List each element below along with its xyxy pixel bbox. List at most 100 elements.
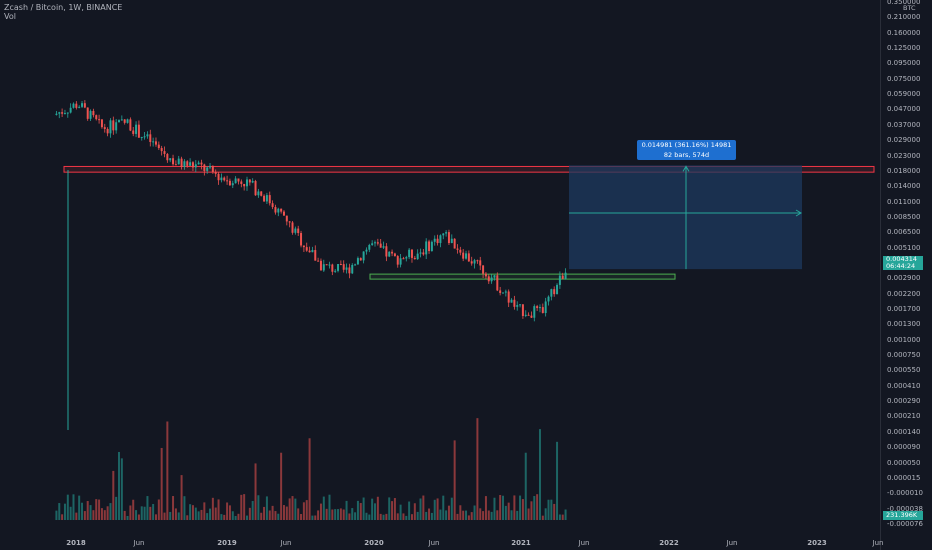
volume-bar bbox=[86, 501, 89, 520]
candle-body bbox=[416, 253, 419, 260]
candle-body bbox=[513, 299, 516, 307]
candle-body bbox=[351, 264, 354, 274]
candle-body bbox=[388, 251, 391, 257]
volume-bar bbox=[223, 514, 226, 520]
candle-body bbox=[169, 158, 172, 161]
volume-bar bbox=[490, 511, 493, 520]
volume-bar bbox=[72, 494, 75, 520]
volume-bar bbox=[359, 503, 362, 520]
price-tick-label: 0.000140 bbox=[887, 427, 921, 436]
candle-body bbox=[305, 247, 308, 251]
volume-bar bbox=[211, 497, 214, 520]
candle-body bbox=[268, 195, 271, 204]
volume-bar bbox=[484, 496, 487, 520]
volume-bar bbox=[294, 498, 297, 520]
candle-body bbox=[140, 136, 143, 138]
candle-body bbox=[209, 165, 212, 168]
volume-bar bbox=[129, 505, 132, 520]
candle-body bbox=[328, 264, 331, 266]
volume-bar bbox=[502, 495, 504, 520]
volume-bar bbox=[388, 497, 391, 520]
measure-arrow-up bbox=[682, 165, 690, 172]
volume-bar bbox=[109, 503, 112, 520]
candle-body bbox=[516, 305, 519, 307]
volume-bar bbox=[493, 497, 496, 520]
candle-body bbox=[553, 289, 556, 295]
volume-bar bbox=[288, 498, 291, 520]
price-tick-label: 0.160000 bbox=[887, 28, 921, 37]
price-tick-label: -0.000038 bbox=[887, 504, 923, 513]
candle-body bbox=[507, 291, 510, 303]
candle-body bbox=[231, 183, 234, 186]
candle-body bbox=[311, 250, 314, 253]
volume-bar bbox=[496, 510, 499, 520]
volume-bar bbox=[123, 510, 126, 520]
volume-bar bbox=[422, 495, 425, 520]
candle-body bbox=[322, 264, 325, 271]
volume-bar bbox=[547, 499, 550, 520]
candle-body bbox=[447, 232, 450, 244]
time-tick-label: Jun bbox=[726, 539, 738, 547]
volume-bar bbox=[63, 503, 66, 520]
candle-body bbox=[191, 162, 194, 168]
volume-bar bbox=[257, 495, 260, 520]
chart-area[interactable] bbox=[0, 0, 880, 550]
volume-bar bbox=[521, 499, 524, 520]
volume-indicator-label[interactable]: Vol bbox=[4, 12, 16, 21]
volume-bar bbox=[410, 514, 413, 520]
volume-bar bbox=[371, 498, 374, 520]
volume-bar bbox=[527, 508, 530, 520]
volume-bar bbox=[368, 514, 371, 520]
candle-body bbox=[379, 243, 382, 248]
candle-body bbox=[399, 258, 402, 265]
candle-body bbox=[137, 124, 140, 138]
candle-body bbox=[194, 164, 197, 168]
candle-body bbox=[257, 191, 260, 196]
volume-bar bbox=[220, 514, 223, 520]
volume-bar bbox=[106, 506, 109, 520]
candle-body bbox=[200, 162, 203, 165]
volume-bar bbox=[55, 510, 58, 520]
volume-bar bbox=[228, 505, 231, 520]
candle-body bbox=[300, 233, 303, 246]
candle-body bbox=[470, 261, 473, 264]
symbol-title[interactable]: Zcash / Bitcoin, 1W, BINANCE bbox=[4, 3, 123, 12]
candle-body bbox=[544, 301, 547, 314]
price-chart[interactable] bbox=[0, 0, 880, 550]
candle-body bbox=[183, 161, 186, 167]
candle-body bbox=[174, 164, 177, 166]
volume-bar bbox=[112, 470, 115, 520]
volume-bar bbox=[95, 499, 98, 520]
volume-bar bbox=[260, 512, 263, 520]
candle-body bbox=[408, 249, 411, 258]
candle-body bbox=[206, 167, 209, 171]
volume-bar bbox=[58, 503, 61, 520]
candle-body bbox=[359, 258, 362, 261]
measurement-label[interactable]: 0.014981 (361.16%) 14981 82 bars, 574d bbox=[637, 140, 736, 160]
volume-bar bbox=[487, 510, 490, 520]
candle-body bbox=[63, 113, 66, 115]
candle-body bbox=[189, 162, 192, 166]
price-axis[interactable]: BTC 0.350000 0.210000 0.160000 0.125000 0.09… bbox=[880, 0, 932, 550]
candle-body bbox=[476, 260, 479, 262]
candle-body bbox=[297, 228, 300, 234]
volume-bar bbox=[354, 512, 357, 520]
price-tick-label: 0.000210 bbox=[887, 412, 921, 421]
candle-body bbox=[442, 233, 445, 236]
measurement-change: 0.014981 (361.16%) 14981 bbox=[641, 141, 732, 149]
candle-body bbox=[319, 260, 322, 271]
volume-bar bbox=[180, 475, 183, 520]
volume-bar bbox=[240, 494, 243, 520]
time-tick-label: Jun bbox=[872, 539, 884, 547]
volume-bar bbox=[351, 508, 354, 520]
last-volume-badge: 231.396K bbox=[883, 511, 923, 520]
volume-bar bbox=[376, 496, 379, 520]
price-tick-label: 0.350000 bbox=[887, 0, 921, 6]
price-tick-label: 0.047000 bbox=[887, 105, 921, 114]
volume-bar bbox=[300, 514, 303, 520]
price-tick-label: 0.059000 bbox=[887, 90, 921, 99]
candle-body bbox=[496, 275, 499, 291]
volume-bar bbox=[143, 506, 146, 520]
candle-body bbox=[271, 203, 274, 208]
candle-body bbox=[519, 304, 522, 306]
